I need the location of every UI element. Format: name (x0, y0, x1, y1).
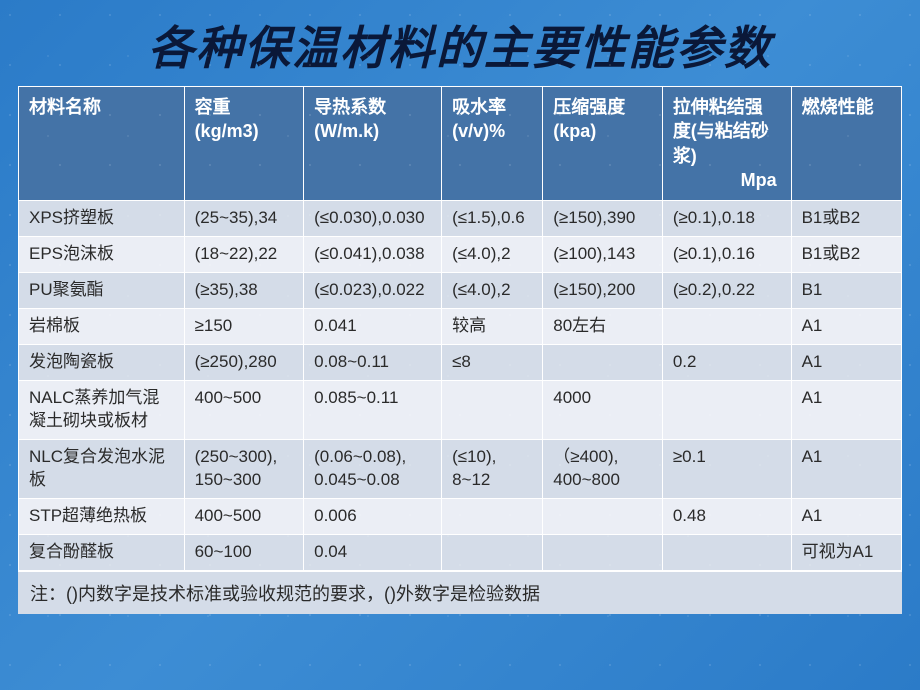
table-cell: 岩棉板 (19, 309, 185, 345)
table-cell: ≤8 (442, 344, 543, 380)
table-row: EPS泡沫板(18~22),22(≤0.041),0.038(≤4.0),2(≥… (19, 237, 902, 273)
table-cell: 0.48 (662, 498, 791, 534)
table-cell: (≤0.041),0.038 (304, 237, 442, 273)
table-cell (442, 380, 543, 439)
table-cell: A1 (791, 380, 901, 439)
table-cell: (≤10), 8~12 (442, 439, 543, 498)
table-cell: 0.006 (304, 498, 442, 534)
table-cell: 0.041 (304, 309, 442, 345)
table-cell: 复合酚醛板 (19, 534, 185, 570)
table-body: XPS挤塑板(25~35),34(≤0.030),0.030(≤1.5),0.6… (19, 201, 902, 570)
table-cell (662, 309, 791, 345)
table-header-row: 材料名称 容重(kg/m3) 导热系数(W/m.k) 吸水率(v/v)% 压缩强… (19, 87, 902, 201)
table-cell: 0.08~0.11 (304, 344, 442, 380)
table-row: NLC复合发泡水泥板(250~300), 150~300(0.06~0.08),… (19, 439, 902, 498)
table-cell: 较高 (442, 309, 543, 345)
table-cell: (≤0.030),0.030 (304, 201, 442, 237)
table-row: XPS挤塑板(25~35),34(≤0.030),0.030(≤1.5),0.6… (19, 201, 902, 237)
col-header-compression: 压缩强度(kpa) (543, 87, 663, 201)
table-cell: (≥35),38 (184, 273, 304, 309)
table-cell: NALC蒸养加气混凝土砌块或板材 (19, 380, 185, 439)
table-cell (662, 380, 791, 439)
table-footnote: 注：()内数字是技术标准或验收规范的要求，()外数字是检验数据 (18, 571, 902, 614)
table-row: STP超薄绝热板400~5000.006 0.48A1 (19, 498, 902, 534)
table-cell: EPS泡沫板 (19, 237, 185, 273)
table-cell: A1 (791, 344, 901, 380)
table-cell: 4000 (543, 380, 663, 439)
table-cell: 0.085~0.11 (304, 380, 442, 439)
col-header-burning: 燃烧性能 (791, 87, 901, 201)
table-cell: XPS挤塑板 (19, 201, 185, 237)
table-row: NALC蒸养加气混凝土砌块或板材400~5000.085~0.11 4000 A1 (19, 380, 902, 439)
table-cell: (≥150),200 (543, 273, 663, 309)
table-cell: B1或B2 (791, 201, 901, 237)
table-cell: A1 (791, 498, 901, 534)
table-cell: 80左右 (543, 309, 663, 345)
table-row: PU聚氨酯(≥35),38(≤0.023),0.022(≤4.0),2(≥150… (19, 273, 902, 309)
table-cell: 可视为A1 (791, 534, 901, 570)
table-cell: B1 (791, 273, 901, 309)
table-cell: 发泡陶瓷板 (19, 344, 185, 380)
table-cell: (≥0.2),0.22 (662, 273, 791, 309)
table-cell (543, 534, 663, 570)
col-header-material: 材料名称 (19, 87, 185, 201)
table-cell: (≤4.0),2 (442, 273, 543, 309)
table-cell: A1 (791, 309, 901, 345)
col-header-tensile: 拉伸粘结强度(与粘结砂浆)Mpa (662, 87, 791, 201)
table-cell: (≥0.1),0.16 (662, 237, 791, 273)
table-cell: (0.06~0.08), 0.045~0.08 (304, 439, 442, 498)
table-container: 材料名称 容重(kg/m3) 导热系数(W/m.k) 吸水率(v/v)% 压缩强… (18, 86, 902, 614)
table-cell: (≤4.0),2 (442, 237, 543, 273)
table-cell: 0.04 (304, 534, 442, 570)
table-cell (543, 498, 663, 534)
table-cell: A1 (791, 439, 901, 498)
table-cell: NLC复合发泡水泥板 (19, 439, 185, 498)
table-cell: B1或B2 (791, 237, 901, 273)
table-cell: (≤0.023),0.022 (304, 273, 442, 309)
table-cell (442, 534, 543, 570)
table-cell: (≤1.5),0.6 (442, 201, 543, 237)
col-header-absorption: 吸水率(v/v)% (442, 87, 543, 201)
table-cell (442, 498, 543, 534)
table-cell: (≥150),390 (543, 201, 663, 237)
table-cell: (25~35),34 (184, 201, 304, 237)
page-title: 各种保温材料的主要性能参数 (0, 0, 920, 86)
table-cell: (≥0.1),0.18 (662, 201, 791, 237)
table-cell (543, 344, 663, 380)
table-cell: (≥250),280 (184, 344, 304, 380)
table-cell: 400~500 (184, 380, 304, 439)
col-header-conductivity: 导热系数(W/m.k) (304, 87, 442, 201)
table-cell (662, 534, 791, 570)
table-row: 岩棉板≥1500.041较高80左右 A1 (19, 309, 902, 345)
table-cell: STP超薄绝热板 (19, 498, 185, 534)
table-cell: (18~22),22 (184, 237, 304, 273)
table-cell: PU聚氨酯 (19, 273, 185, 309)
table-cell: （≥400), 400~800 (543, 439, 663, 498)
table-row: 复合酚醛板60~1000.04 可视为A1 (19, 534, 902, 570)
materials-table: 材料名称 容重(kg/m3) 导热系数(W/m.k) 吸水率(v/v)% 压缩强… (18, 86, 902, 571)
table-row: 发泡陶瓷板(≥250),2800.08~0.11≤8 0.2A1 (19, 344, 902, 380)
table-cell: (250~300), 150~300 (184, 439, 304, 498)
table-cell: ≥150 (184, 309, 304, 345)
table-cell: 0.2 (662, 344, 791, 380)
table-cell: 400~500 (184, 498, 304, 534)
table-cell: ≥0.1 (662, 439, 791, 498)
col-header-density: 容重(kg/m3) (184, 87, 304, 201)
table-cell: (≥100),143 (543, 237, 663, 273)
table-cell: 60~100 (184, 534, 304, 570)
